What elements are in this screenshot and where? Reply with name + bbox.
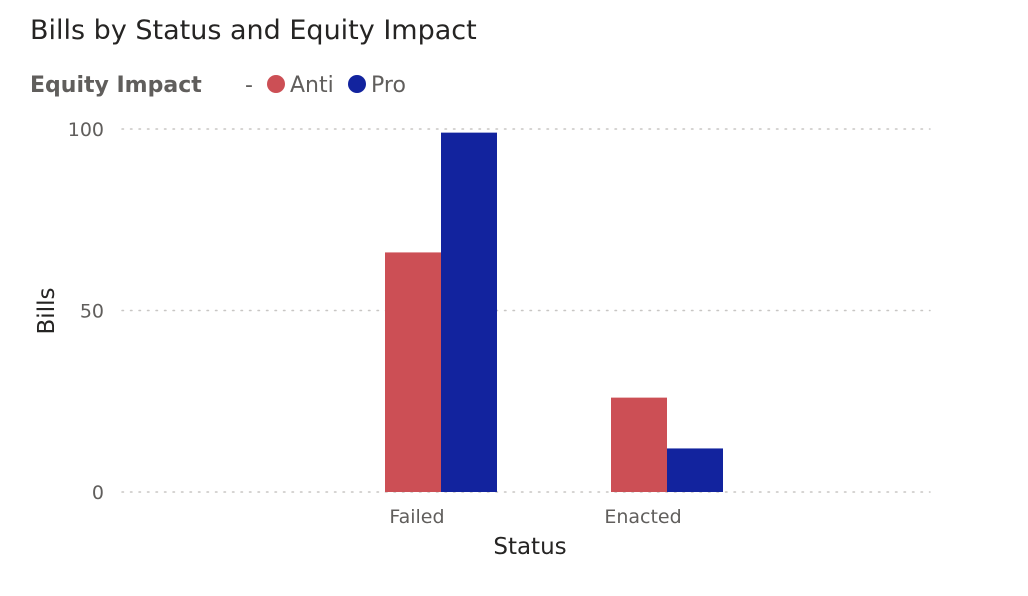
bar-failed-pro[interactable] (441, 132, 497, 492)
legend-item-pro-marker (348, 75, 366, 93)
legend-item-blank-label: - (245, 73, 253, 98)
bar-enacted-anti[interactable] (611, 397, 667, 492)
gridlines (121, 128, 931, 493)
bar-failed-anti[interactable] (385, 252, 441, 492)
y-axis-tick-labels: 0 50 100 (68, 119, 104, 504)
x-tick-label-failed: Failed (389, 506, 444, 528)
bars (385, 132, 723, 492)
y-axis-title: Bills (34, 288, 60, 335)
y-tick-label: 0 (92, 482, 104, 504)
x-tick-label-enacted: Enacted (604, 506, 681, 528)
legend-item-anti-label: Anti (290, 73, 334, 98)
legend-title: Equity Impact (30, 73, 202, 98)
legend-item-pro-label: Pro (371, 73, 406, 98)
y-tick-label: 50 (80, 301, 104, 323)
bar-enacted-pro[interactable] (667, 448, 723, 492)
chart-title: Bills by Status and Equity Impact (30, 15, 477, 46)
x-axis-title: Status (493, 534, 566, 560)
y-tick-label: 100 (68, 119, 104, 141)
legend-item-anti-marker (267, 75, 285, 93)
x-axis-tick-labels: Failed Enacted (389, 506, 681, 528)
legend: Equity Impact - Anti Pro (30, 73, 406, 98)
